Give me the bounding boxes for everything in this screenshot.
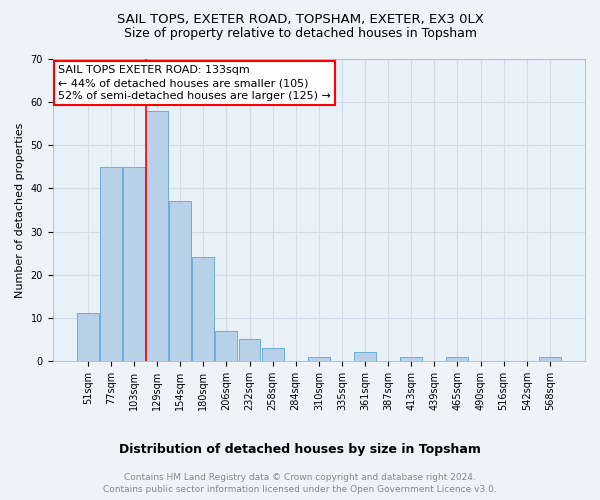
Bar <box>308 356 330 361</box>
Text: Contains public sector information licensed under the Open Government Licence v3: Contains public sector information licen… <box>103 485 497 494</box>
Bar <box>539 356 561 361</box>
Bar <box>446 356 469 361</box>
Bar <box>169 202 191 361</box>
Bar <box>77 314 99 361</box>
Bar <box>239 340 260 361</box>
Bar <box>123 167 145 361</box>
Text: SAIL TOPS, EXETER ROAD, TOPSHAM, EXETER, EX3 0LX: SAIL TOPS, EXETER ROAD, TOPSHAM, EXETER,… <box>116 12 484 26</box>
Bar <box>400 356 422 361</box>
Bar <box>215 330 238 361</box>
Text: Contains HM Land Registry data © Crown copyright and database right 2024.: Contains HM Land Registry data © Crown c… <box>124 472 476 482</box>
Bar <box>262 348 284 361</box>
Text: Size of property relative to detached houses in Topsham: Size of property relative to detached ho… <box>124 28 476 40</box>
Y-axis label: Number of detached properties: Number of detached properties <box>15 122 25 298</box>
Text: SAIL TOPS EXETER ROAD: 133sqm
← 44% of detached houses are smaller (105)
52% of : SAIL TOPS EXETER ROAD: 133sqm ← 44% of d… <box>58 65 331 102</box>
Bar <box>354 352 376 361</box>
Bar <box>146 111 168 361</box>
Bar <box>193 258 214 361</box>
Text: Distribution of detached houses by size in Topsham: Distribution of detached houses by size … <box>119 442 481 456</box>
Bar <box>100 167 122 361</box>
